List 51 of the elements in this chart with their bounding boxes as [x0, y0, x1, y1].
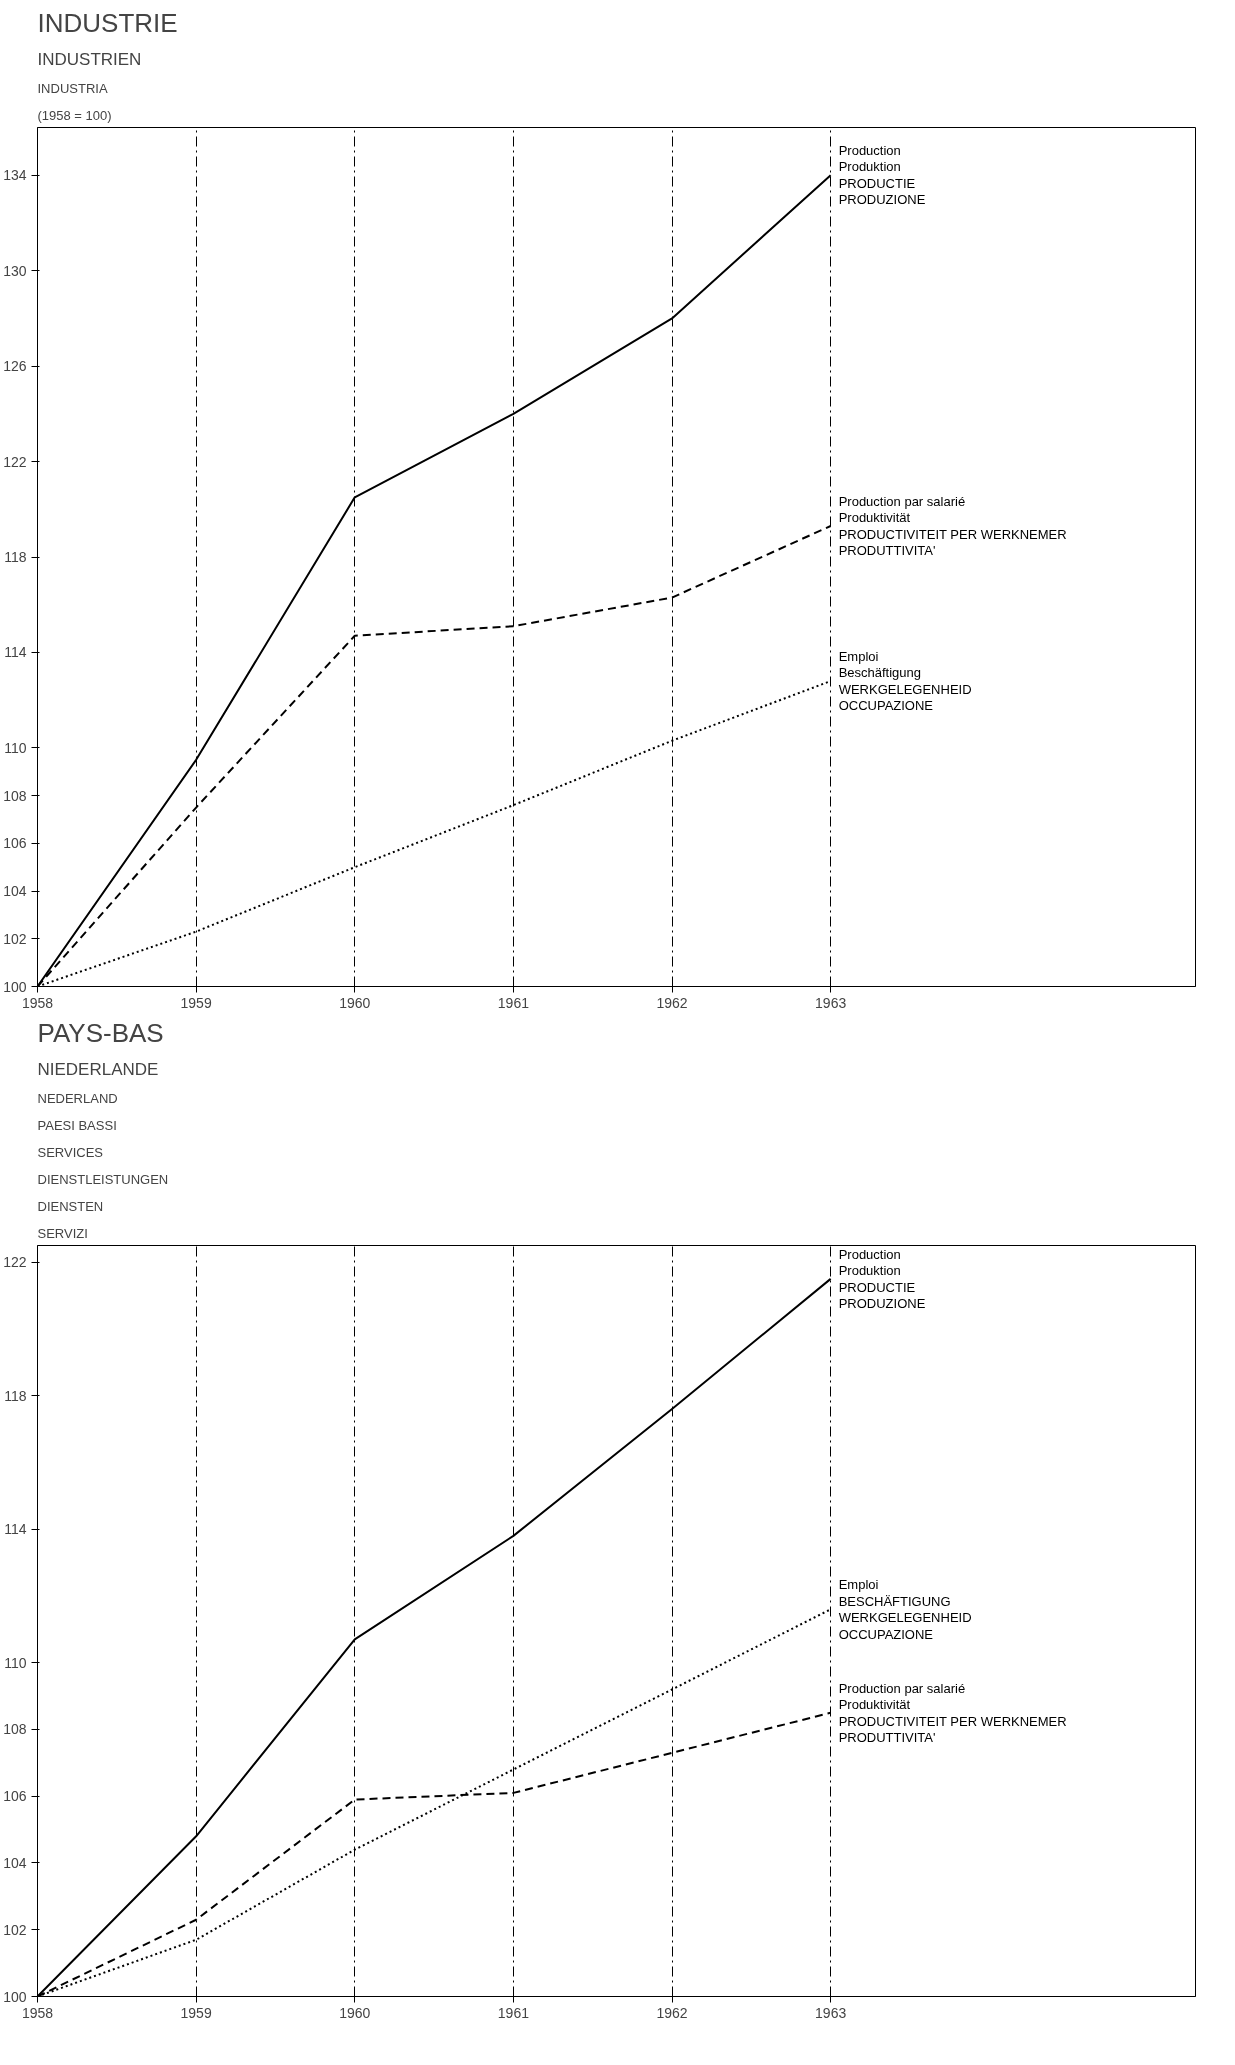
x-tick-label: 1962: [656, 994, 688, 1011]
chart-subtitle: NIEDERLANDE: [37, 1059, 159, 1079]
y-tick-label: 114: [4, 644, 27, 661]
y-tick-label: 102: [3, 930, 27, 947]
y-tick-label: 114: [4, 1521, 27, 1538]
series-label: Emploi Beschäftigung WERKGELEGENHEID OCCUPAZIONE: [838, 648, 972, 714]
x-tick-label: 1963: [815, 2004, 847, 2021]
chart-title: PAYS-BAS: [37, 1017, 164, 1048]
y-tick-label: 106: [3, 1788, 27, 1805]
y-tick-label: 104: [3, 883, 27, 900]
x-tick-label: 1958: [21, 2004, 54, 2021]
y-tick-label: 110: [4, 739, 27, 756]
text: SERVIZI: [37, 1225, 88, 1241]
y-tick-label: 106: [3, 835, 27, 852]
series-label: Production par salarié Produktivität PRODUCTIVITEIT PER WERKNEMER PRODUTTIVITA': [838, 1680, 1067, 1746]
text: INDUSTRIA: [37, 80, 108, 96]
y-tick-label: 126: [3, 358, 27, 375]
y-tick-label: 122: [3, 453, 27, 470]
x-tick-label: 1960: [339, 994, 371, 1011]
series-label: Production par salarié Produktivität PRODUCTIVITEIT PER WERKNEMER PRODUTTIVITA': [838, 493, 1067, 559]
y-tick-label: 130: [3, 262, 27, 279]
text: NEDERLAND: [37, 1090, 118, 1106]
x-tick-label: 1962: [656, 2004, 688, 2021]
y-tick-label: 108: [3, 787, 27, 804]
text: DIENSTEN: [37, 1198, 104, 1214]
y-tick-label: 108: [3, 1721, 27, 1738]
chart-title: INDUSTRIE: [37, 7, 178, 38]
text: PAESI BASSI: [37, 1117, 117, 1133]
y-tick-label: 102: [3, 1921, 27, 1938]
x-tick-label: 1958: [21, 994, 54, 1011]
y-tick-label: 118: [4, 549, 27, 565]
y-tick-label: 100: [3, 978, 27, 995]
x-tick-label: 1963: [815, 994, 847, 1011]
x-tick-label: 1959: [180, 994, 212, 1011]
y-tick-label: 122: [3, 1254, 27, 1271]
text: SERVICES: [37, 1144, 104, 1160]
y-tick-label: 100: [3, 1988, 27, 2005]
y-tick-label: 104: [3, 1854, 27, 1871]
x-tick-label: 1959: [180, 2004, 212, 2021]
y-tick-label: 110: [4, 1654, 27, 1671]
x-tick-label: 1960: [339, 2004, 371, 2021]
text: (1958 = 100): [37, 107, 112, 123]
text: DIENSTLEISTUNGEN: [37, 1171, 169, 1187]
series-label: Production Produktion PRODUCTIE PRODUZIONE: [838, 142, 926, 208]
chart-subtitle: INDUSTRIEN: [37, 49, 142, 69]
x-tick-label: 1961: [497, 994, 530, 1011]
y-tick-label: 134: [3, 167, 27, 184]
series-label: Production Produktion PRODUCTIE PRODUZIONE: [838, 1246, 926, 1312]
y-tick-label: 118: [4, 1387, 27, 1404]
series-label: Emploi BESCHÄFTIGUNG WERKGELEGENHEID OCCUPAZIONE: [838, 1577, 972, 1642]
x-tick-label: 1961: [497, 2004, 530, 2021]
